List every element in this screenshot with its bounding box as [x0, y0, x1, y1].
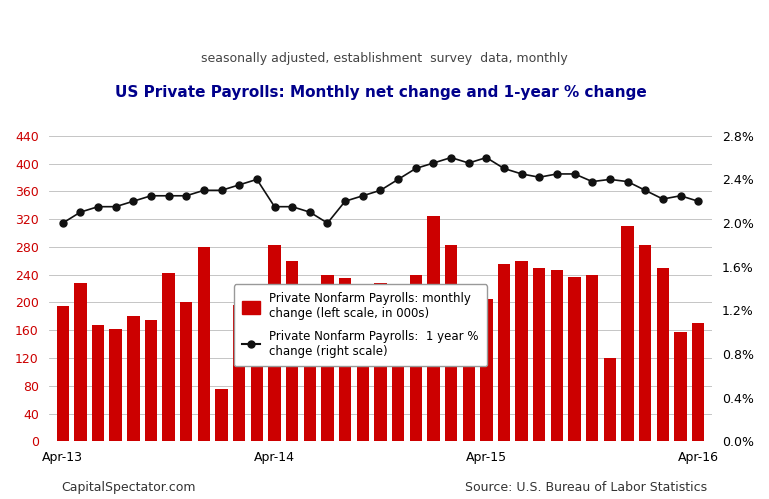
Bar — [657, 267, 669, 441]
Bar — [109, 329, 122, 441]
Bar — [392, 351, 404, 441]
Bar — [233, 304, 245, 441]
Bar — [74, 283, 87, 441]
Bar — [180, 302, 192, 441]
Bar — [268, 246, 281, 441]
Bar — [498, 264, 510, 441]
Bar — [515, 261, 528, 441]
Bar — [375, 283, 387, 441]
Title: US Private Payrolls: Monthly net change and 1-year % change: US Private Payrolls: Monthly net change … — [115, 85, 646, 100]
Bar — [251, 330, 263, 441]
Bar — [462, 365, 475, 441]
Bar — [692, 323, 704, 441]
Bar — [551, 270, 563, 441]
Bar — [215, 389, 228, 441]
Text: CapitalSpectator.com: CapitalSpectator.com — [62, 481, 196, 494]
Bar — [621, 226, 634, 441]
Bar — [568, 277, 581, 441]
Legend: Private Nonfarm Payrolls: monthly
change (left scale, in 000s), Private Nonfarm : Private Nonfarm Payrolls: monthly change… — [234, 284, 487, 366]
Bar — [92, 325, 104, 441]
Bar — [321, 274, 334, 441]
Bar — [198, 247, 210, 441]
Bar — [127, 316, 139, 441]
Bar — [480, 299, 492, 441]
Bar — [145, 320, 157, 441]
Bar — [304, 362, 316, 441]
Bar — [444, 246, 458, 441]
Bar — [410, 274, 422, 441]
Bar — [674, 332, 687, 441]
Bar — [162, 272, 175, 441]
Bar — [357, 295, 369, 441]
Bar — [586, 274, 598, 441]
Bar — [428, 216, 440, 441]
Bar — [286, 261, 298, 441]
Text: seasonally adjusted, establishment  survey  data, monthly: seasonally adjusted, establishment surve… — [201, 52, 568, 65]
Text: Source: U.S. Bureau of Labor Statistics: Source: U.S. Bureau of Labor Statistics — [465, 481, 707, 494]
Bar — [339, 278, 351, 441]
Bar — [604, 358, 616, 441]
Bar — [533, 267, 545, 441]
Bar — [57, 306, 69, 441]
Bar — [639, 245, 651, 441]
